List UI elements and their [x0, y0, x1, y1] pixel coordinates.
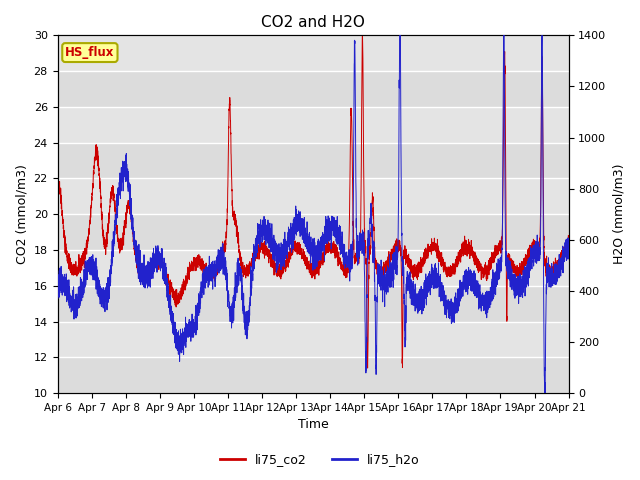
- X-axis label: Time: Time: [298, 419, 328, 432]
- Y-axis label: H2O (mmol/m3): H2O (mmol/m3): [612, 164, 625, 264]
- Bar: [58, 214, 568, 250]
- Title: CO2 and H2O: CO2 and H2O: [261, 15, 365, 30]
- Text: HS_flux: HS_flux: [65, 46, 115, 59]
- Bar: [58, 71, 568, 107]
- Legend: li75_co2, li75_h2o: li75_co2, li75_h2o: [215, 448, 425, 471]
- Y-axis label: CO2 (mmol/m3): CO2 (mmol/m3): [15, 164, 28, 264]
- Bar: [58, 357, 568, 393]
- Bar: [58, 286, 568, 322]
- Bar: [58, 143, 568, 179]
